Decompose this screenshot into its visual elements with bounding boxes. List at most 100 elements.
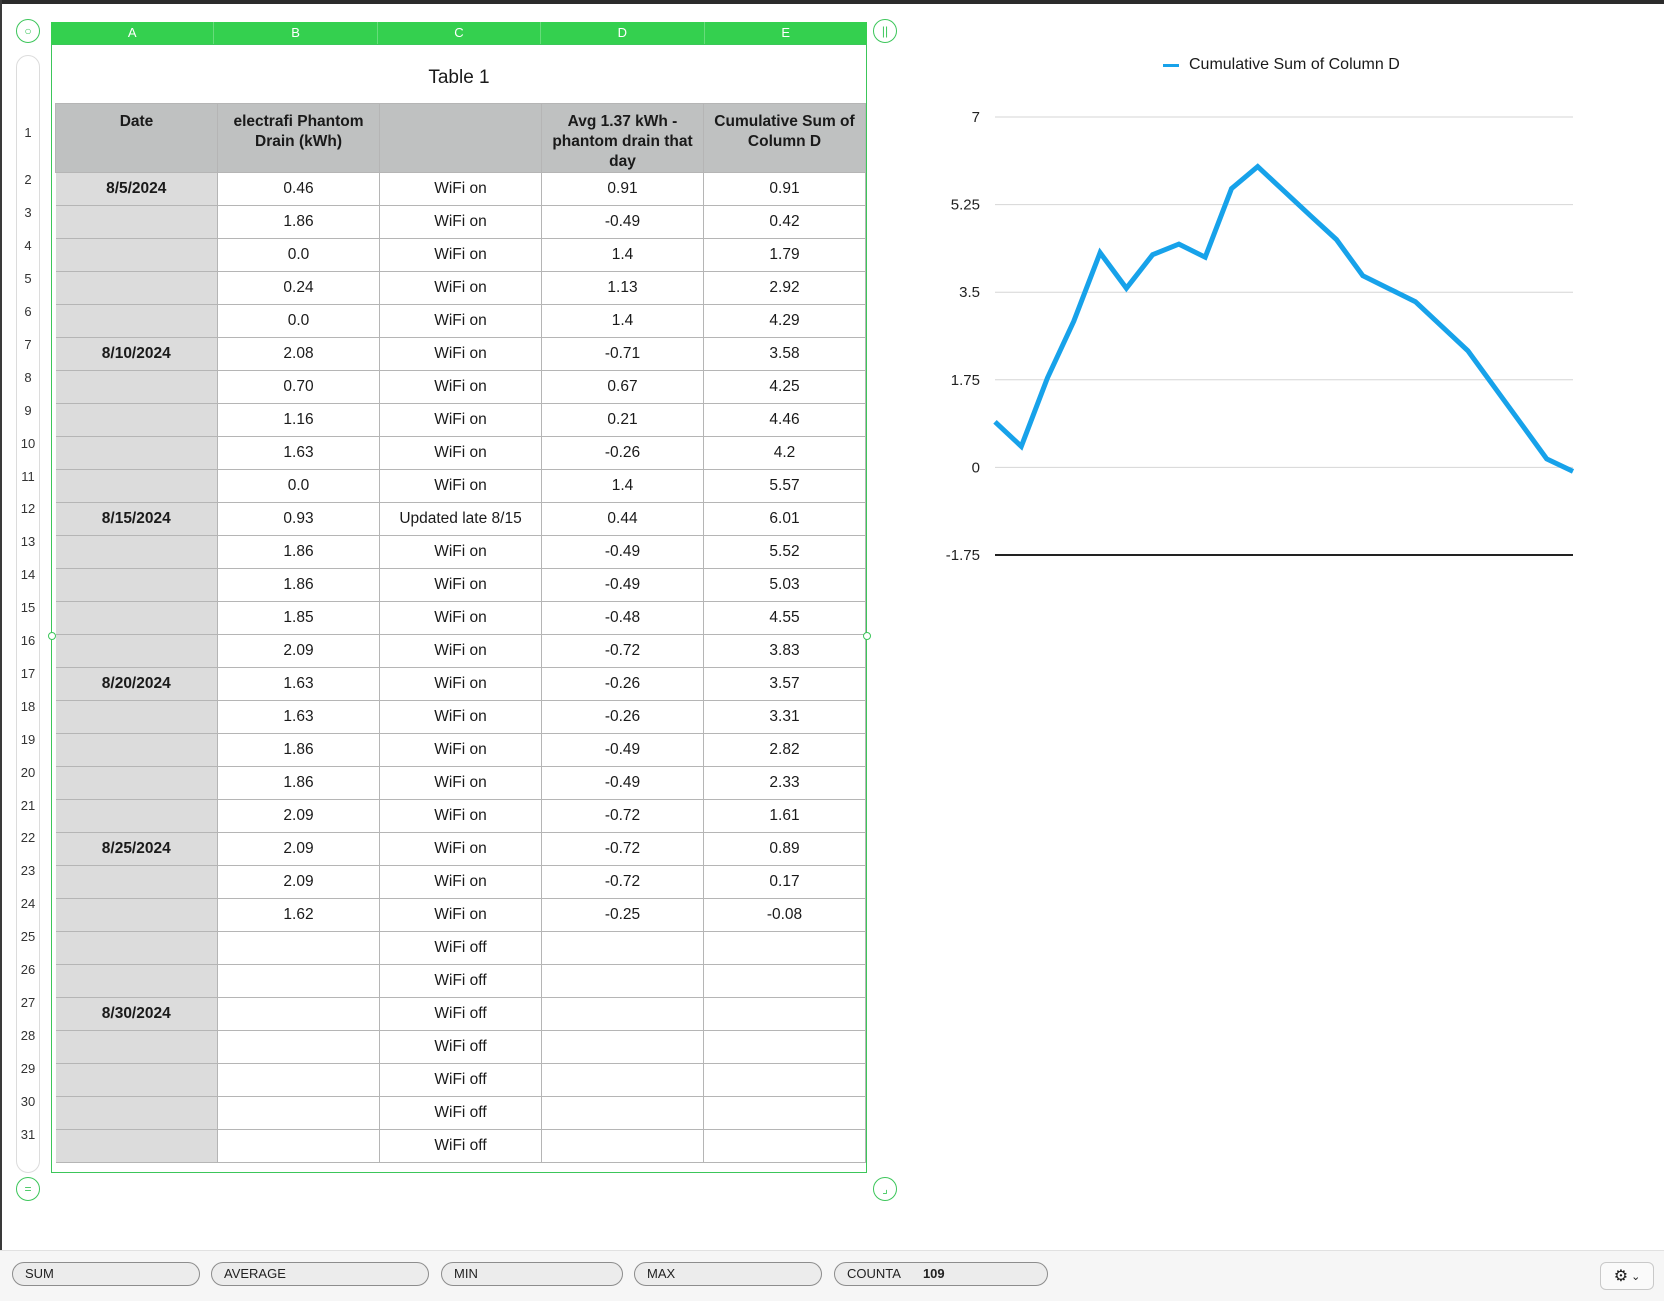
table-cell[interactable]: 2.09 bbox=[218, 833, 380, 866]
table-cell[interactable]: -0.48 bbox=[542, 602, 704, 635]
date-cell[interactable] bbox=[56, 767, 218, 800]
table-cell[interactable]: WiFi off bbox=[380, 998, 542, 1031]
table-cell[interactable]: 0.91 bbox=[542, 173, 704, 206]
date-cell[interactable] bbox=[56, 1031, 218, 1064]
table-cell[interactable]: 0.17 bbox=[704, 866, 866, 899]
table-cell[interactable]: 0.67 bbox=[542, 371, 704, 404]
table-cell[interactable]: -0.25 bbox=[542, 899, 704, 932]
table-cell[interactable]: WiFi on bbox=[380, 437, 542, 470]
table-cell[interactable] bbox=[542, 1064, 704, 1097]
date-cell[interactable] bbox=[56, 1097, 218, 1130]
column-header-b[interactable]: B bbox=[214, 22, 377, 44]
table-cell[interactable]: 1.86 bbox=[218, 734, 380, 767]
table-cell[interactable]: WiFi off bbox=[380, 1031, 542, 1064]
date-cell[interactable] bbox=[56, 470, 218, 503]
row-number[interactable]: 30 bbox=[16, 1094, 40, 1109]
table-cell[interactable]: WiFi on bbox=[380, 173, 542, 206]
table-cell[interactable]: WiFi on bbox=[380, 206, 542, 239]
table-cell[interactable] bbox=[542, 1031, 704, 1064]
table-cell[interactable]: WiFi on bbox=[380, 239, 542, 272]
table-cell[interactable]: WiFi on bbox=[380, 701, 542, 734]
table-cell[interactable]: 0.89 bbox=[704, 833, 866, 866]
table-cell[interactable]: Updated late 8/15 bbox=[380, 503, 542, 536]
row-number[interactable]: 6 bbox=[16, 304, 40, 319]
table-cell[interactable]: 1.63 bbox=[218, 701, 380, 734]
table-cell[interactable]: 1.85 bbox=[218, 602, 380, 635]
row-number[interactable]: 29 bbox=[16, 1061, 40, 1076]
table-cell[interactable]: 0.91 bbox=[704, 173, 866, 206]
table-cell[interactable] bbox=[218, 1064, 380, 1097]
average-button[interactable]: AVERAGE bbox=[211, 1262, 429, 1286]
table-cell[interactable]: 2.09 bbox=[218, 800, 380, 833]
date-cell[interactable] bbox=[56, 866, 218, 899]
row-number[interactable]: 24 bbox=[16, 896, 40, 911]
resize-table-handle[interactable]: ⌟ bbox=[873, 1177, 897, 1201]
table-cell[interactable]: -0.49 bbox=[542, 734, 704, 767]
table-cell[interactable]: -0.26 bbox=[542, 701, 704, 734]
table-cell[interactable]: 0.42 bbox=[704, 206, 866, 239]
header-cell[interactable]: Date bbox=[56, 104, 218, 173]
table-cell[interactable]: -0.71 bbox=[542, 338, 704, 371]
row-number[interactable]: 1 bbox=[16, 125, 40, 140]
table-cell[interactable]: WiFi on bbox=[380, 734, 542, 767]
header-cell[interactable]: electrafi Phantom Drain (kWh) bbox=[218, 104, 380, 173]
table-cell[interactable] bbox=[542, 965, 704, 998]
max-button[interactable]: MAX bbox=[634, 1262, 822, 1286]
table-cell[interactable]: 0.70 bbox=[218, 371, 380, 404]
table-cell[interactable]: 2.09 bbox=[218, 635, 380, 668]
row-number[interactable]: 26 bbox=[16, 962, 40, 977]
date-cell[interactable] bbox=[56, 569, 218, 602]
date-cell[interactable]: 8/15/2024 bbox=[56, 503, 218, 536]
date-cell[interactable] bbox=[56, 602, 218, 635]
table-cell[interactable]: 3.57 bbox=[704, 668, 866, 701]
table-cell[interactable]: 2.09 bbox=[218, 866, 380, 899]
table-cell[interactable]: 1.86 bbox=[218, 206, 380, 239]
date-cell[interactable] bbox=[56, 965, 218, 998]
column-header-e[interactable]: E bbox=[705, 22, 867, 44]
table-cell[interactable] bbox=[704, 1130, 866, 1163]
table-cell[interactable]: 4.25 bbox=[704, 371, 866, 404]
line-chart[interactable]: 75.253.51.750-1.758/5/20248/15/20248/25/… bbox=[900, 40, 1630, 560]
table-cell[interactable]: WiFi on bbox=[380, 800, 542, 833]
table-cell[interactable]: WiFi off bbox=[380, 1130, 542, 1163]
row-number[interactable]: 5 bbox=[16, 271, 40, 286]
date-cell[interactable] bbox=[56, 536, 218, 569]
table-cell[interactable]: -0.72 bbox=[542, 635, 704, 668]
header-cell[interactable]: Avg 1.37 kWh - phantom drain that day bbox=[542, 104, 704, 173]
date-cell[interactable] bbox=[56, 1130, 218, 1163]
row-number[interactable]: 11 bbox=[16, 469, 40, 484]
table-cell[interactable]: -0.72 bbox=[542, 833, 704, 866]
table-cell[interactable]: WiFi on bbox=[380, 833, 542, 866]
date-cell[interactable] bbox=[56, 206, 218, 239]
date-cell[interactable] bbox=[56, 371, 218, 404]
table-cell[interactable] bbox=[704, 932, 866, 965]
table-row[interactable]: WiFi off bbox=[56, 1064, 866, 1097]
table-cell[interactable] bbox=[704, 1097, 866, 1130]
table-cell[interactable]: WiFi on bbox=[380, 536, 542, 569]
table-cell[interactable]: -0.49 bbox=[542, 569, 704, 602]
table-cell[interactable]: WiFi off bbox=[380, 1097, 542, 1130]
table-cell[interactable]: 4.29 bbox=[704, 305, 866, 338]
table-cell[interactable]: 0.93 bbox=[218, 503, 380, 536]
table-cell[interactable]: 4.55 bbox=[704, 602, 866, 635]
date-cell[interactable] bbox=[56, 899, 218, 932]
table-cell[interactable]: 1.62 bbox=[218, 899, 380, 932]
row-number[interactable]: 19 bbox=[16, 732, 40, 747]
